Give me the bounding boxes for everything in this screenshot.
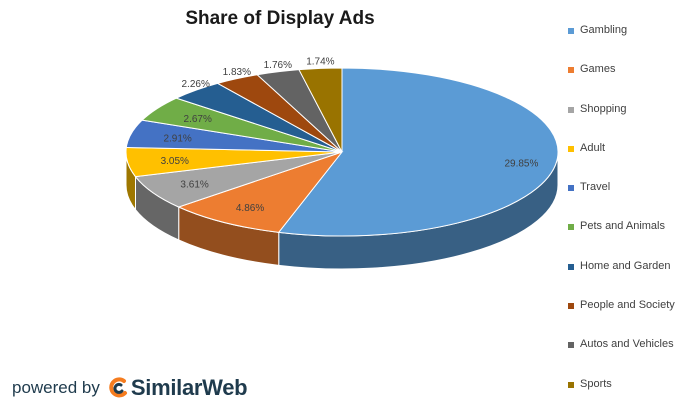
legend-item: Autos and Vehicles xyxy=(568,338,675,377)
legend-swatch xyxy=(568,185,574,192)
legend-label: Shopping xyxy=(580,102,627,115)
legend-swatch xyxy=(568,106,574,113)
legend-item: Travel xyxy=(568,181,675,220)
footer: powered by SimilarWeb xyxy=(12,372,248,404)
legend-label: Sports xyxy=(580,377,612,390)
chart-legend: Gambling Games Shopping Adult Travel Pets and… xyxy=(568,24,675,417)
similarweb-logo: SimilarWeb xyxy=(108,375,248,401)
pie-sides xyxy=(125,151,559,270)
pie-chart: 29.85% 4.86% 3.61% 3.05% 2.91% 2.67% 2.26% 1.83… xyxy=(125,57,559,270)
data-label-adult: 3.05% xyxy=(161,156,189,167)
legend-item: Adult xyxy=(568,142,675,181)
powered-by-text: powered by xyxy=(12,378,100,397)
similarweb-logo-icon xyxy=(109,377,127,398)
slice-sports xyxy=(298,67,343,153)
legend-label: Travel xyxy=(580,181,611,194)
legend-label: Games xyxy=(580,63,616,76)
legend-swatch xyxy=(568,303,574,310)
legend-swatch xyxy=(568,224,574,231)
legend-swatch xyxy=(568,28,574,34)
legend-swatch xyxy=(568,263,574,270)
legend-label: Gambling xyxy=(580,24,628,36)
data-label-shopping: 3.61% xyxy=(180,180,208,191)
legend-swatch xyxy=(568,342,574,349)
slice-gambling xyxy=(277,67,559,237)
pie-data-labels: 29.85% 4.86% 3.61% 3.05% 2.91% 2.67% 2.26% 1.83… xyxy=(161,57,539,214)
data-label-games: 4.86% xyxy=(236,203,264,214)
legend-item: Home and Garden xyxy=(568,260,675,299)
legend-item: Gambling xyxy=(568,24,675,63)
legend-swatch xyxy=(568,145,574,152)
data-label-home-and-garden: 2.26% xyxy=(182,79,210,90)
chart-title: Share of Display Ads xyxy=(185,8,375,29)
data-label-people-and-society: 1.83% xyxy=(223,67,251,78)
data-label-sports: 1.74% xyxy=(306,57,334,68)
pie-slices xyxy=(125,67,559,237)
legend-swatch xyxy=(568,381,574,388)
legend-item: Games xyxy=(568,63,675,102)
legend-item: Sports xyxy=(568,378,675,417)
brand-name: SimilarWeb xyxy=(130,375,248,400)
legend-item: Pets and Animals xyxy=(568,220,675,259)
legend-label: Home and Garden xyxy=(580,259,671,272)
data-label-travel: 2.91% xyxy=(163,134,191,145)
data-label-gambling: 29.85% xyxy=(504,158,538,169)
legend-label: Pets and Animals xyxy=(580,220,665,233)
legend-swatch xyxy=(568,67,574,74)
legend-label: Autos and Vehicles xyxy=(580,338,674,351)
slice-games xyxy=(177,150,344,233)
legend-item: Shopping xyxy=(568,103,675,142)
data-label-pets-and-animals: 2.67% xyxy=(184,114,212,125)
legend-label: People and Society xyxy=(580,299,675,312)
data-label-autos-and-vehicles: 1.76% xyxy=(264,60,292,71)
legend-item: People and Society xyxy=(568,299,675,338)
legend-label: Adult xyxy=(580,141,606,154)
